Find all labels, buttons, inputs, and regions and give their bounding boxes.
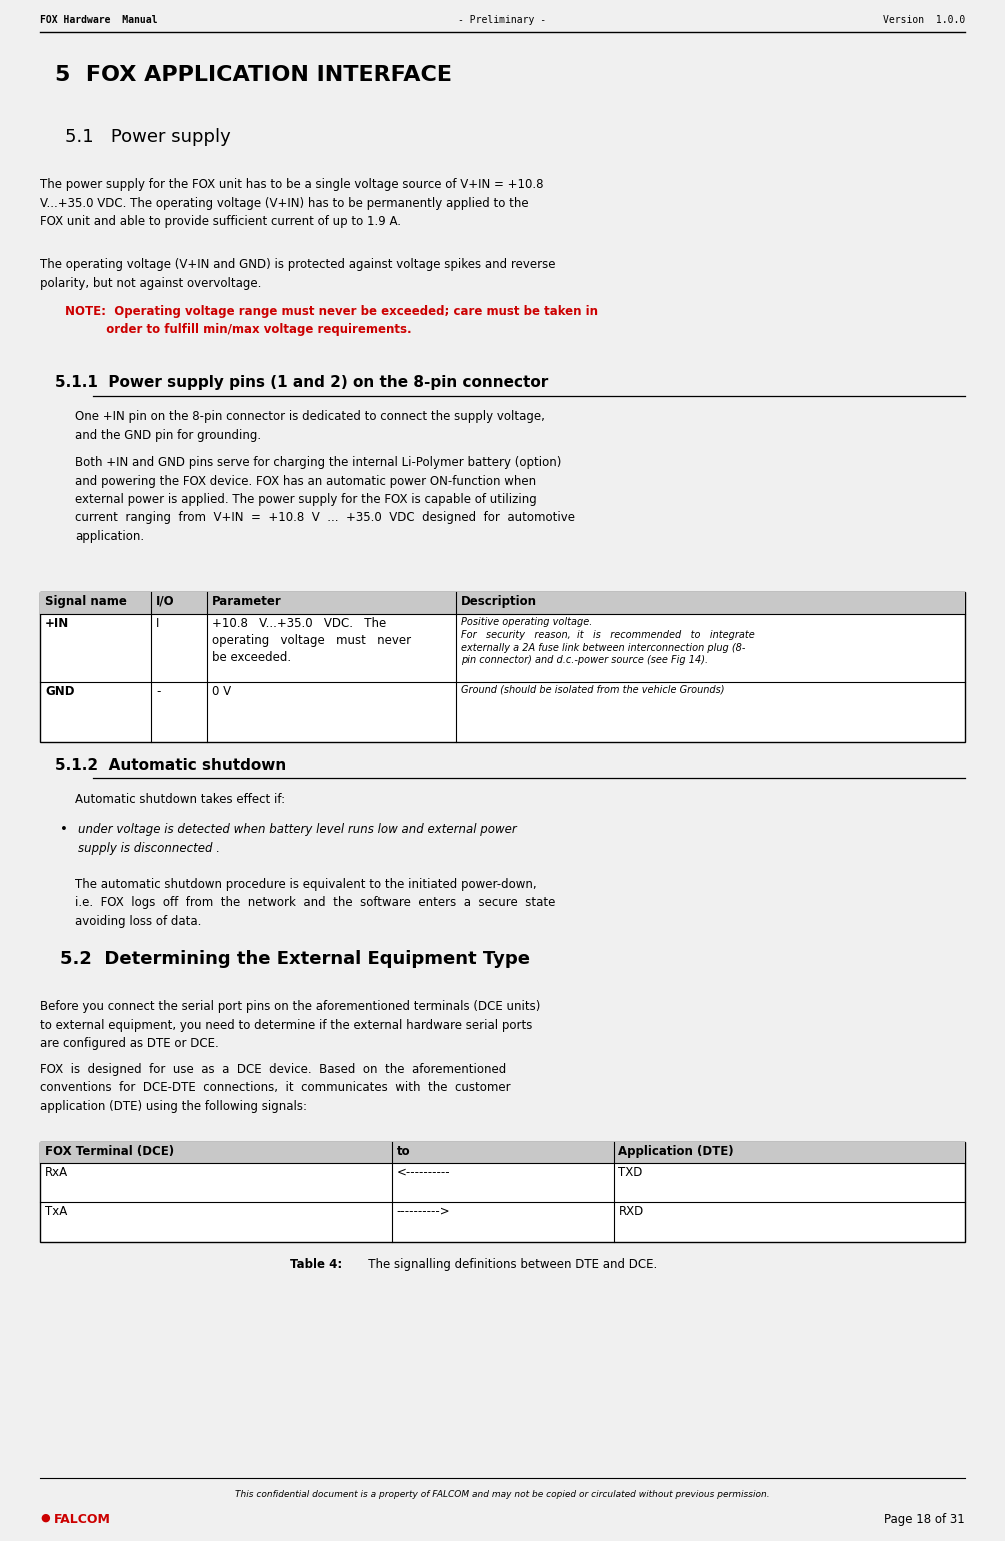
- Text: FOX  is  designed  for  use  as  a  DCE  device.  Based  on  the  aforementioned: FOX is designed for use as a DCE device.…: [40, 1063, 511, 1113]
- Text: 5  FOX APPLICATION INTERFACE: 5 FOX APPLICATION INTERFACE: [55, 65, 452, 85]
- Text: -: -: [156, 686, 161, 698]
- Text: ●: ●: [40, 1513, 50, 1523]
- Text: to: to: [397, 1145, 410, 1157]
- Text: ---------->: ---------->: [397, 1205, 450, 1217]
- Bar: [40, 1142, 965, 1163]
- Text: 5.1.1  Power supply pins (1 and 2) on the 8-pin connector: 5.1.1 Power supply pins (1 and 2) on the…: [55, 374, 549, 390]
- Text: Before you connect the serial port pins on the aforementioned terminals (DCE uni: Before you connect the serial port pins …: [40, 1000, 541, 1049]
- Text: 5.2  Determining the External Equipment Type: 5.2 Determining the External Equipment T…: [60, 949, 530, 968]
- Text: The automatic shutdown procedure is equivalent to the initiated power-down,
i.e.: The automatic shutdown procedure is equi…: [75, 878, 556, 928]
- Text: RxA: RxA: [45, 1167, 68, 1179]
- Text: RXD: RXD: [618, 1205, 644, 1217]
- Text: - Preliminary -: - Preliminary -: [458, 15, 547, 25]
- Text: •: •: [60, 823, 68, 837]
- Text: Ground (should be isolated from the vehicle Grounds): Ground (should be isolated from the vehi…: [461, 686, 725, 695]
- Text: 5.1   Power supply: 5.1 Power supply: [65, 128, 231, 146]
- Text: TXD: TXD: [618, 1167, 643, 1179]
- Text: NOTE:  Operating voltage range must never be exceeded; care must be taken in
   : NOTE: Operating voltage range must never…: [65, 305, 598, 336]
- Text: Automatic shutdown takes effect if:: Automatic shutdown takes effect if:: [75, 794, 285, 806]
- Text: +10.8   V...+35.0   VDC.   The
operating   voltage   must   never
be exceeded.: +10.8 V...+35.0 VDC. The operating volta…: [211, 616, 411, 664]
- Text: Parameter: Parameter: [211, 595, 281, 609]
- Text: I/O: I/O: [156, 595, 175, 609]
- Text: FOX Terminal (DCE): FOX Terminal (DCE): [45, 1145, 174, 1157]
- Text: The signalling definitions between DTE and DCE.: The signalling definitions between DTE a…: [342, 1257, 657, 1271]
- Text: The power supply for the FOX unit has to be a single voltage source of V+IN = +1: The power supply for the FOX unit has to…: [40, 179, 544, 228]
- Text: This confidential document is a property of FALCOM and may not be copied or circ: This confidential document is a property…: [235, 1490, 770, 1499]
- Text: 5.1.2  Automatic shutdown: 5.1.2 Automatic shutdown: [55, 758, 286, 774]
- Text: FALCOM: FALCOM: [54, 1513, 111, 1526]
- Text: Both +IN and GND pins serve for charging the internal Li-Polymer battery (option: Both +IN and GND pins serve for charging…: [75, 456, 575, 542]
- Text: Signal name: Signal name: [45, 595, 127, 609]
- Text: The operating voltage (V+IN and GND) is protected against voltage spikes and rev: The operating voltage (V+IN and GND) is …: [40, 257, 556, 290]
- Text: TxA: TxA: [45, 1205, 67, 1217]
- Text: I: I: [156, 616, 160, 630]
- Bar: [40, 1142, 965, 1242]
- Text: +IN: +IN: [45, 616, 69, 630]
- Text: Table 4:: Table 4:: [290, 1257, 343, 1271]
- Text: Positive operating voltage.
For   security   reason,  it   is   recommended   to: Positive operating voltage. For security…: [461, 616, 755, 666]
- Text: FOX Hardware  Manual: FOX Hardware Manual: [40, 15, 158, 25]
- Text: under voltage is detected when battery level runs low and external power
supply : under voltage is detected when battery l…: [78, 823, 517, 855]
- Bar: [40, 592, 965, 743]
- Text: 0 V: 0 V: [211, 686, 230, 698]
- Text: Application (DTE): Application (DTE): [618, 1145, 734, 1157]
- Text: Description: Description: [461, 595, 538, 609]
- Text: GND: GND: [45, 686, 74, 698]
- Text: One +IN pin on the 8-pin connector is dedicated to connect the supply voltage,
a: One +IN pin on the 8-pin connector is de…: [75, 410, 545, 442]
- Bar: [40, 592, 965, 613]
- Text: <----------: <----------: [397, 1167, 450, 1179]
- Text: Version  1.0.0: Version 1.0.0: [882, 15, 965, 25]
- Text: Page 18 of 31: Page 18 of 31: [884, 1513, 965, 1526]
